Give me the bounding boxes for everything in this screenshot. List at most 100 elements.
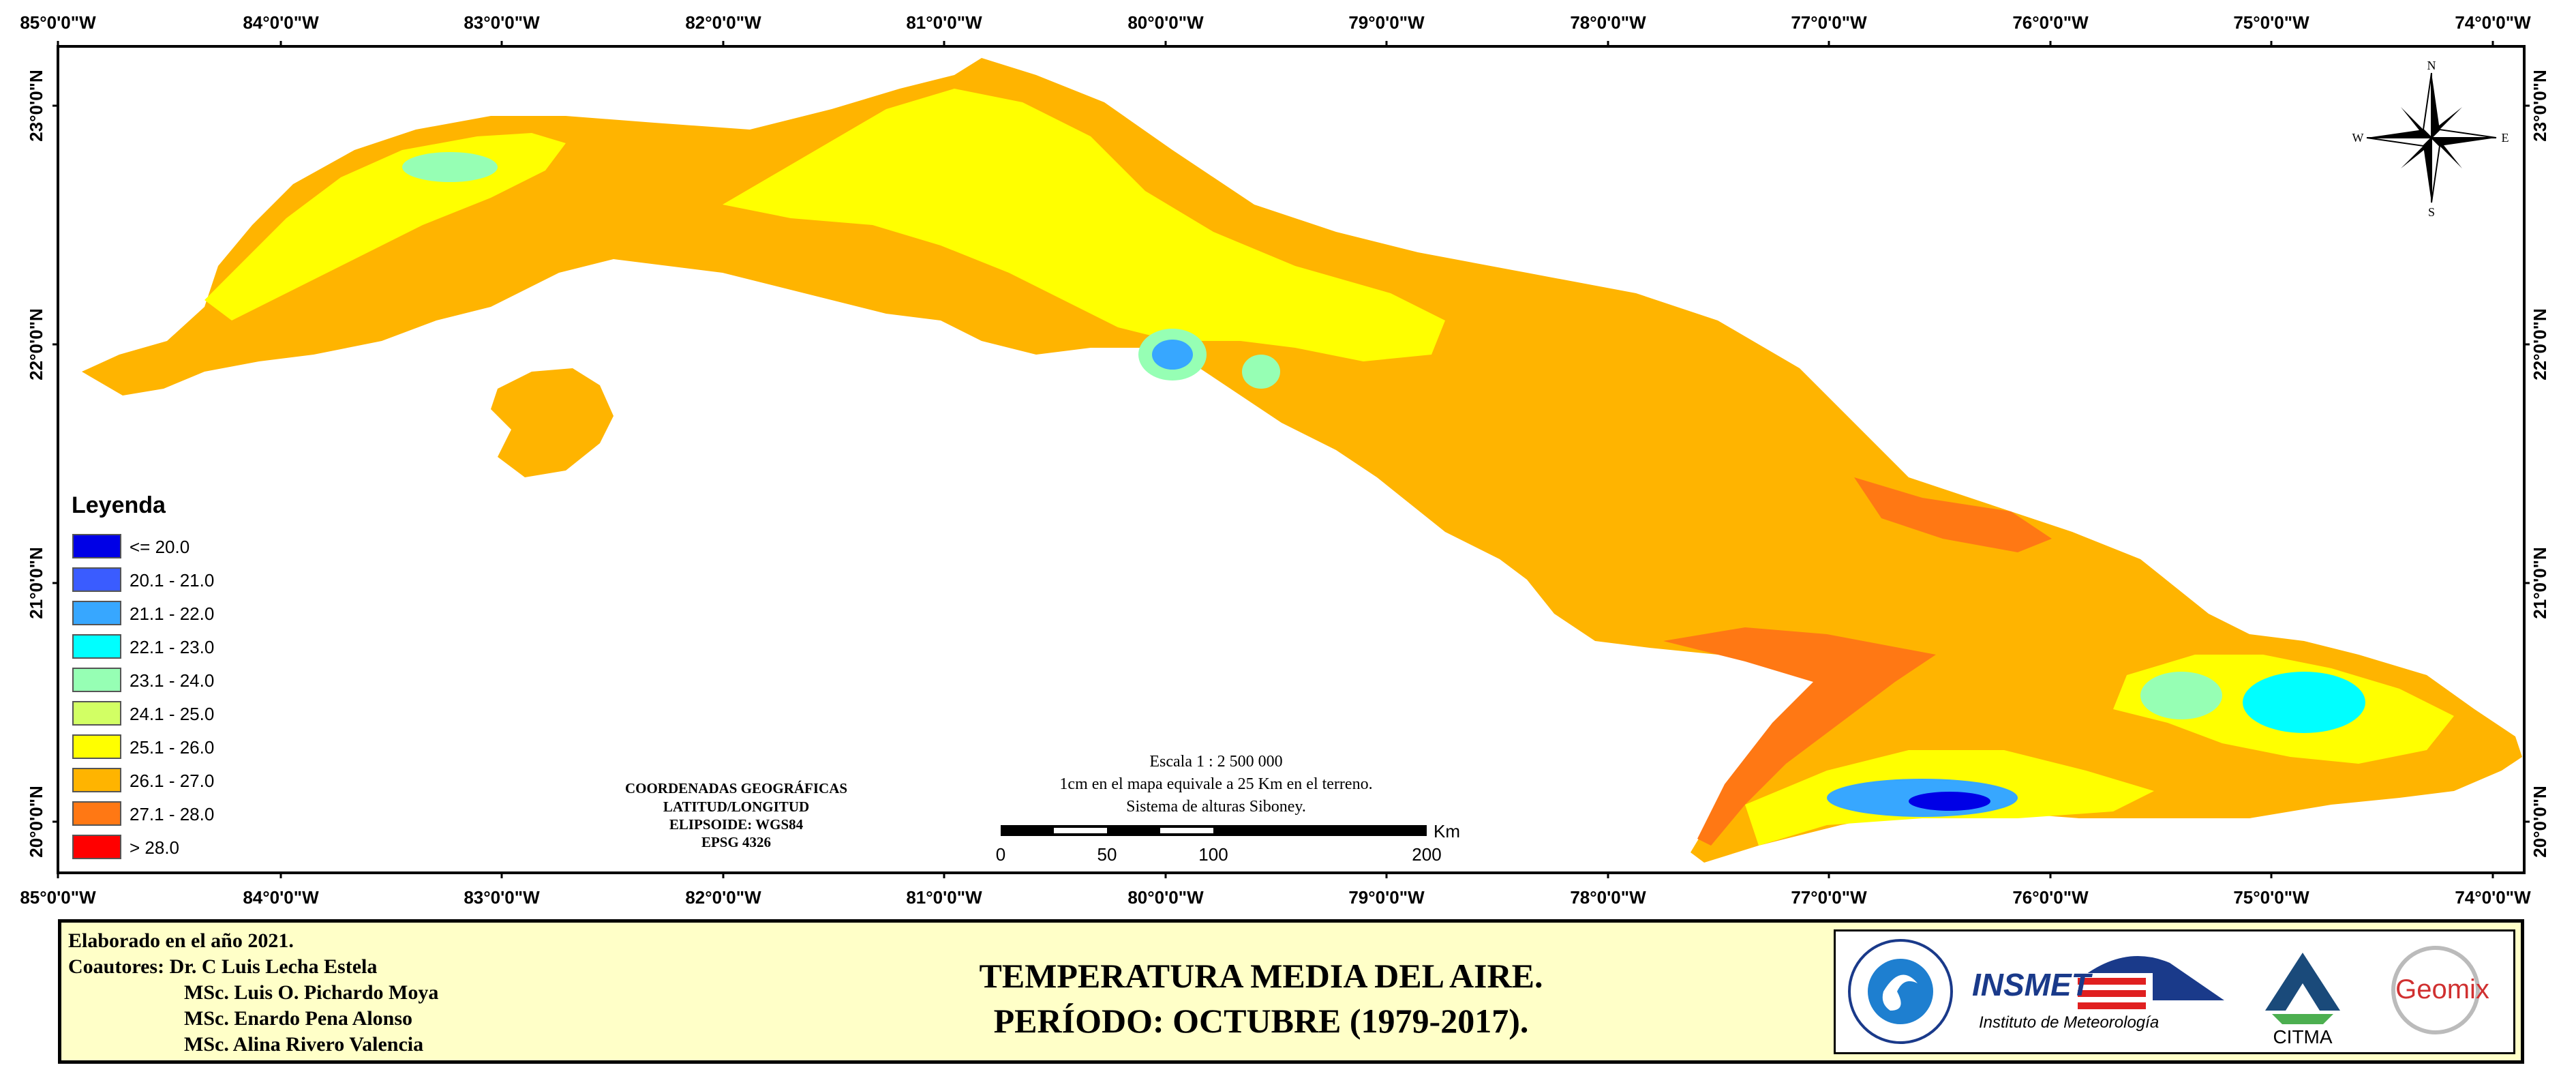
latitude-label-left: 20°0'0"N: [26, 786, 46, 858]
scale-tick-100: 100: [1198, 844, 1228, 865]
legend-label: 27.1 - 28.0: [130, 804, 214, 824]
citma-text: CITMA: [2273, 1026, 2332, 1047]
longitude-label-bottom: 82°0'0"W: [685, 887, 761, 908]
legend-swatch: [72, 534, 121, 558]
temperature-zone-cool-nipe: [2243, 672, 2365, 733]
longitude-label-top: 76°0'0"W: [2012, 12, 2089, 33]
coordinates-info: COORDENADAS GEOGRÁFICAS LATITUD/LONGITUD…: [625, 780, 847, 850]
legend-swatch: [72, 701, 121, 726]
scale-unit: Km: [1434, 821, 1460, 841]
longitude-label-bottom: 81°0'0"W: [906, 887, 982, 908]
scale-bar: [1001, 825, 1427, 836]
temperature-zone-27-28-south: [1663, 627, 1936, 846]
latitude-label-right: 23°0'0"N: [2530, 70, 2550, 142]
insmet-logo: INSMET Instituto de Meteorología: [1972, 956, 2224, 1032]
scale-ratio: Escala 1 : 2 500 000: [1149, 753, 1282, 771]
elaborado-text: Elaborado en el año 2021.: [68, 929, 294, 952]
longitude-label-bottom: 77°0'0"W: [1791, 887, 1867, 908]
longitude-label-top: 81°0'0"W: [906, 12, 982, 33]
insmet-name: INSMET: [1972, 967, 2093, 1002]
logos-panel: INSMET Instituto de Meteorología CITMA G…: [1834, 929, 2515, 1054]
legend-label: 25.1 - 26.0: [130, 737, 214, 758]
longitude-label-top: 82°0'0"W: [685, 12, 761, 33]
longitude-label-top: 77°0'0"W: [1791, 12, 1867, 33]
author-1: Dr. C Luis Lecha Estela: [169, 955, 378, 978]
citma-logo: CITMA: [2265, 953, 2340, 1047]
latitude-label-left: 21°0'0"N: [26, 547, 46, 619]
temperature-zone-25-26-west: [204, 133, 566, 320]
cuba-island: [82, 58, 2522, 863]
longitude-label-top: 84°0'0"W: [243, 12, 319, 33]
temperature-zone-cold-escambray: [1152, 340, 1193, 370]
isla-de-la-juventud: [491, 368, 613, 477]
legend-label: 22.1 - 23.0: [130, 637, 214, 657]
longitude-label-bottom: 84°0'0"W: [243, 887, 319, 908]
coordinates-line-4: EPSG 4326: [701, 834, 771, 850]
coautores-label: Coautores:: [68, 955, 165, 978]
author-2: MSc. Luis O. Pichardo Moya: [184, 981, 439, 1004]
legend-title: Leyenda: [72, 492, 166, 518]
scale-height-system: Sistema de alturas Siboney.: [1126, 798, 1306, 816]
legend-swatch: [72, 668, 121, 692]
coordinates-line-3: ELIPSOIDE: WGS84: [669, 816, 804, 833]
longitude-label-bottom: 79°0'0"W: [1348, 887, 1425, 908]
longitude-label-top: 74°0'0"W: [2455, 12, 2531, 33]
map-title-line-2: PERÍODO: OCTUBRE (1979-2017).: [993, 1002, 1529, 1040]
longitude-label-top: 75°0'0"W: [2233, 12, 2309, 33]
legend-swatch: [72, 734, 121, 759]
temperature-zone-cool-trinidad: [1242, 355, 1280, 389]
scale-equivalence: 1cm en el mapa equivale a 25 Km en el te…: [1059, 775, 1372, 793]
legend-label: 20.1 - 21.0: [130, 570, 214, 591]
legend-label: > 28.0: [130, 837, 179, 858]
author-4: MSc. Alina Rivero Valencia: [184, 1033, 424, 1056]
legend-swatch: [72, 601, 121, 625]
latitude-label-left: 22°0'0"N: [26, 308, 46, 381]
longitude-label-bottom: 78°0'0"W: [1570, 887, 1646, 908]
legend-swatch: [72, 801, 121, 826]
latitude-label-right: 21°0'0"N: [2530, 547, 2550, 619]
legend-label: 21.1 - 22.0: [130, 603, 214, 624]
north-arrow: N S E W: [2352, 59, 2509, 219]
legend-swatch: [72, 768, 121, 792]
longitude-label-bottom: 80°0'0"W: [1127, 887, 1204, 908]
longitude-label-top: 79°0'0"W: [1348, 12, 1425, 33]
legend: Leyenda <= 20.0 20.1 - 21.0 21.1 - 22.0 22.…: [72, 492, 214, 859]
legend-label: 23.1 - 24.0: [130, 670, 214, 691]
latitude-label-right: 20°0'0"N: [2530, 786, 2550, 858]
temperature-zone-cold-maestra: [1909, 792, 1990, 811]
longitude-label-bottom: 74°0'0"W: [2455, 887, 2531, 908]
temperature-zone-cool-rosario: [402, 152, 498, 182]
longitude-label-bottom: 76°0'0"W: [2012, 887, 2089, 908]
legend-swatch: [72, 835, 121, 859]
scale-tick-50: 50: [1097, 844, 1117, 865]
geomix-logo: Geomix: [2391, 946, 2489, 1034]
map-title-line-1: TEMPERATURA MEDIA DEL AIRE.: [979, 957, 1543, 995]
footer-panel: Elaborado en el año 2021. Coautores: Dr.…: [58, 919, 2524, 1064]
compass-north-label: N: [2427, 59, 2436, 72]
longitude-label-top: 85°0'0"W: [20, 12, 96, 33]
legend-swatch: [72, 567, 121, 592]
compass-west-label: W: [2352, 131, 2364, 145]
longitude-label-top: 78°0'0"W: [1570, 12, 1646, 33]
longitude-label-bottom: 83°0'0"W: [464, 887, 540, 908]
scale-tick-0: 0: [996, 844, 1005, 865]
compass-south-label: S: [2428, 205, 2435, 219]
longitude-label-bottom: 75°0'0"W: [2233, 887, 2309, 908]
latitude-ticks: 23°0'0"N 23°0'0"N 22°0'0"N 22°0'0"N 21°0'0"N…: [26, 70, 2550, 858]
longitude-label-top: 80°0'0"W: [1127, 12, 1204, 33]
coordinates-line-2: LATITUD/LONGITUD: [663, 799, 809, 815]
longitude-label-top: 83°0'0"W: [464, 12, 540, 33]
longitude-label-bottom: 85°0'0"W: [20, 887, 96, 908]
scale-tick-200: 200: [1412, 844, 1441, 865]
scale-block: Escala 1 : 2 500 000 1cm en el mapa equi…: [996, 753, 1460, 865]
geomix-text: Geomix: [2395, 974, 2489, 1004]
insmet-subtitle: Instituto de Meteorología: [1979, 1013, 2159, 1032]
map-title: TEMPERATURA MEDIA DEL AIRE. PERÍODO: OCT…: [879, 953, 1643, 1043]
meteorological-service-logo: [1848, 939, 1953, 1044]
legend-label: 24.1 - 25.0: [130, 704, 214, 724]
legend-label: 26.1 - 27.0: [130, 771, 214, 791]
authors-block: Elaborado en el año 2021. Coautores: Dr.…: [68, 928, 438, 1058]
compass-east-label: E: [2502, 131, 2509, 145]
coordinates-line-1: COORDENADAS GEOGRÁFICAS: [625, 780, 847, 796]
